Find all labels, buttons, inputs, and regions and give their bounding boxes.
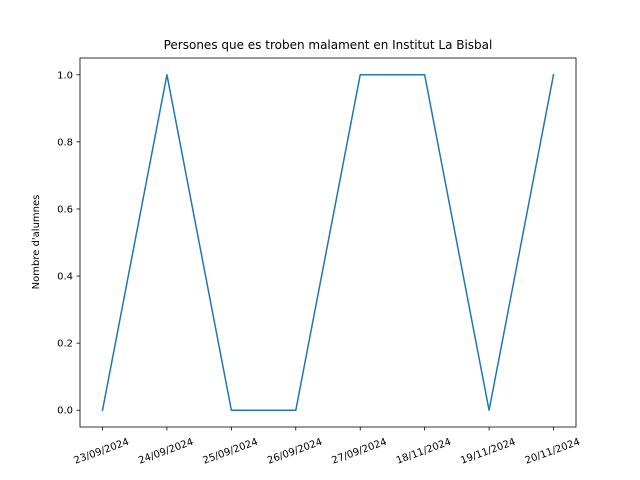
series-line xyxy=(101,73,555,412)
y-axis-label: Nombre d'alumnes xyxy=(31,195,42,290)
y-tick-label: 0.2 xyxy=(57,339,73,350)
y-axis: 0.0 0.2 0.4 0.6 0.8 1.0 xyxy=(57,70,80,417)
series-layer xyxy=(101,73,555,412)
y-tick-label: 0.8 xyxy=(57,137,73,148)
y-tick-label: 0.4 xyxy=(57,272,73,283)
chart-title: Persones que es troben malament en Insti… xyxy=(164,38,493,52)
y-tick-label: 0.0 xyxy=(57,406,73,417)
y-tick-label: 1.0 xyxy=(57,70,73,81)
y-tick-label: 0.6 xyxy=(57,204,73,215)
plot-frame xyxy=(79,57,577,428)
